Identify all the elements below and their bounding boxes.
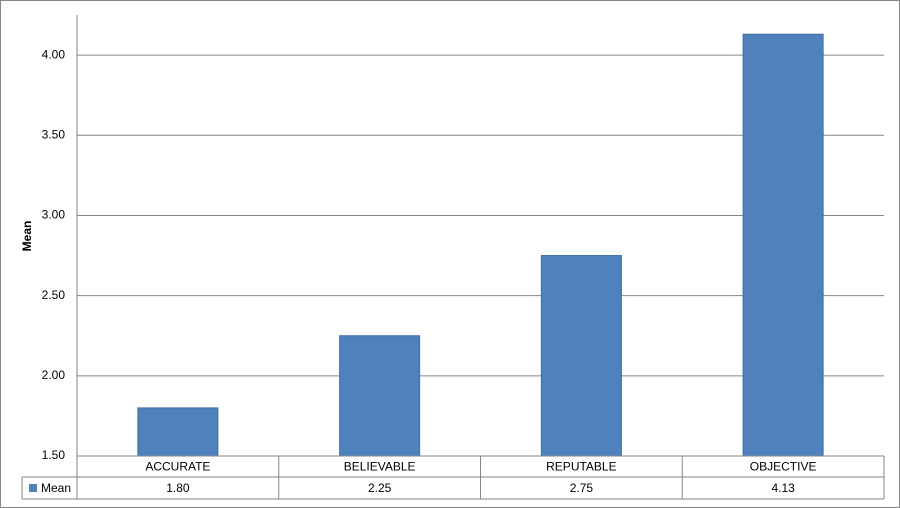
bar	[137, 407, 219, 457]
y-tick-label: 2.50	[42, 288, 66, 302]
data-table-value: 4.13	[771, 481, 795, 495]
x-tick-label: REPUTABLE	[546, 460, 616, 474]
x-tick-label: OBJECTIVE	[750, 460, 817, 474]
bar	[540, 255, 622, 457]
y-tick-label: 1.50	[42, 448, 66, 462]
data-table-value: 2.25	[368, 481, 392, 495]
bar	[742, 33, 824, 457]
x-tick-label: ACCURATE	[145, 460, 210, 474]
bar	[339, 335, 421, 457]
y-tick-label: 4.00	[42, 47, 66, 61]
y-tick-label: 3.50	[42, 127, 66, 141]
legend-label: Mean	[41, 481, 71, 495]
y-tick-label: 3.00	[42, 208, 66, 222]
y-tick-label: 2.00	[42, 368, 66, 382]
y-axis-label: Mean	[20, 221, 34, 252]
legend-swatch	[29, 484, 37, 492]
x-tick-label: BELIEVABLE	[344, 460, 416, 474]
data-table-value: 1.80	[166, 481, 190, 495]
data-table-value: 2.75	[570, 481, 594, 495]
